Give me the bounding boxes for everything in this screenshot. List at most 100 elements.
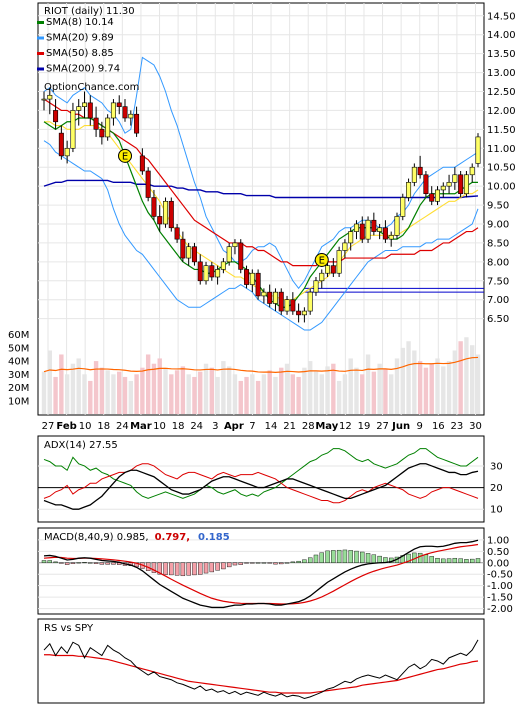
candle-body bbox=[220, 261, 226, 270]
date-tick-label: Feb bbox=[56, 421, 76, 432]
date-tick-label: 7 bbox=[249, 421, 255, 432]
macd-histogram-bar bbox=[331, 550, 336, 563]
candle-body bbox=[261, 291, 267, 297]
volume-bar bbox=[348, 358, 353, 414]
date-tick-label: 27 bbox=[42, 421, 55, 432]
candle-body bbox=[423, 174, 429, 195]
candle-body bbox=[99, 129, 105, 138]
candle-body bbox=[330, 265, 336, 274]
macd-histogram-bar bbox=[417, 552, 423, 563]
candle-body bbox=[307, 291, 313, 312]
macd-histogram-bar bbox=[174, 562, 180, 576]
sma50-line bbox=[43, 98, 479, 267]
macd-histogram-bar bbox=[244, 562, 249, 564]
price-tick-label: 7.50 bbox=[487, 276, 509, 287]
volume-bar bbox=[221, 361, 226, 414]
volume-bar bbox=[192, 376, 197, 414]
volume-bar bbox=[111, 374, 116, 414]
macd-histogram-bar bbox=[232, 562, 238, 566]
macd-histogram-bar bbox=[105, 562, 110, 565]
macd-histogram-bar bbox=[348, 550, 353, 563]
volume-bar bbox=[215, 376, 220, 414]
macd-histogram-bar bbox=[157, 562, 162, 575]
volume-bar bbox=[360, 374, 365, 414]
macd-histogram-bar bbox=[215, 562, 220, 571]
volume-bar bbox=[377, 363, 382, 414]
volume-bar bbox=[174, 370, 180, 414]
legend-entry: SMA(50) 8.85 bbox=[46, 48, 114, 59]
volume-bar bbox=[313, 371, 319, 414]
macd-title: MACD(8,40,9) 0.985, 0.797, 0.185 bbox=[44, 532, 230, 543]
candle-body bbox=[342, 242, 348, 251]
volume-bar bbox=[180, 366, 186, 414]
price-tick-label: 11.50 bbox=[487, 125, 516, 136]
candle-body bbox=[388, 235, 394, 240]
date-tick-label: 24 bbox=[190, 421, 203, 432]
volume-bar bbox=[70, 363, 76, 414]
macd-histogram-bar bbox=[336, 549, 342, 563]
rs-series bbox=[43, 639, 479, 699]
volume-bar bbox=[186, 374, 191, 414]
price-tick-label: 14.00 bbox=[487, 30, 516, 41]
candle-body bbox=[278, 291, 284, 312]
price-tick-label: 9.00 bbox=[487, 220, 509, 231]
macd-histogram-bar bbox=[475, 558, 481, 563]
date-tick-label: 30 bbox=[469, 421, 482, 432]
macd-histogram-bar bbox=[64, 562, 70, 565]
volume-bar bbox=[226, 366, 232, 414]
rs-line bbox=[43, 639, 479, 699]
volume-bar bbox=[267, 370, 272, 414]
adx-title: ADX(14) 27.55 bbox=[44, 440, 118, 451]
volume-bar bbox=[371, 371, 377, 414]
adx-tick-label: 30 bbox=[490, 461, 503, 472]
candle-body bbox=[284, 299, 290, 312]
macd-histogram-bar bbox=[41, 560, 47, 563]
macd-histogram-bar bbox=[446, 558, 452, 563]
candle-body bbox=[157, 216, 163, 225]
candle-body bbox=[70, 110, 76, 149]
date-tick-label: 27 bbox=[376, 421, 389, 432]
macd-histogram-bar bbox=[441, 558, 446, 563]
macd-histogram-bar bbox=[423, 554, 429, 563]
volume-bar bbox=[250, 374, 255, 414]
macd-histogram-bar bbox=[203, 562, 209, 574]
candle-body bbox=[197, 261, 203, 282]
volume-bar bbox=[203, 363, 209, 414]
candle-body bbox=[348, 231, 354, 244]
candle-body bbox=[82, 102, 88, 107]
date-tick-label: 10 bbox=[153, 421, 166, 432]
price-tick-label: 11.00 bbox=[487, 144, 516, 155]
date-tick-label: 10 bbox=[79, 421, 92, 432]
volume-bar bbox=[342, 374, 348, 414]
adx-tick-label: 20 bbox=[490, 483, 503, 494]
volume-bar bbox=[406, 341, 411, 414]
date-tick-label: 16 bbox=[432, 421, 445, 432]
macd-histogram-bar bbox=[111, 562, 116, 565]
volume-tick-label: 40M bbox=[8, 357, 29, 368]
macd-histogram-bar bbox=[209, 562, 215, 573]
candle-body bbox=[319, 272, 325, 282]
price-tick-label: 10.00 bbox=[487, 182, 516, 193]
sma20-line bbox=[44, 121, 479, 301]
candle-body bbox=[440, 185, 446, 191]
legend-swatch bbox=[37, 52, 44, 55]
macd-histogram-bar bbox=[360, 551, 365, 563]
candle-body bbox=[353, 223, 359, 232]
macd-histogram-bar bbox=[325, 550, 330, 563]
volume-bar bbox=[255, 380, 261, 414]
date-tick-label: 14 bbox=[265, 421, 278, 432]
volume-bar bbox=[151, 363, 157, 414]
candle-body bbox=[290, 299, 296, 312]
candle-body bbox=[134, 113, 140, 134]
volume-bar bbox=[232, 374, 238, 414]
macd-line bbox=[43, 539, 479, 609]
macd-histogram-bar bbox=[53, 561, 58, 563]
candle-body bbox=[336, 250, 342, 274]
candle-body bbox=[180, 238, 186, 259]
volume-bar bbox=[307, 361, 313, 414]
legend-entry: SMA(20) 9.89 bbox=[46, 33, 114, 44]
earnings-marker-label: E bbox=[319, 255, 325, 266]
candle-body bbox=[174, 227, 180, 240]
price-tick-label: 12.50 bbox=[487, 87, 516, 98]
candle-body bbox=[400, 197, 406, 217]
